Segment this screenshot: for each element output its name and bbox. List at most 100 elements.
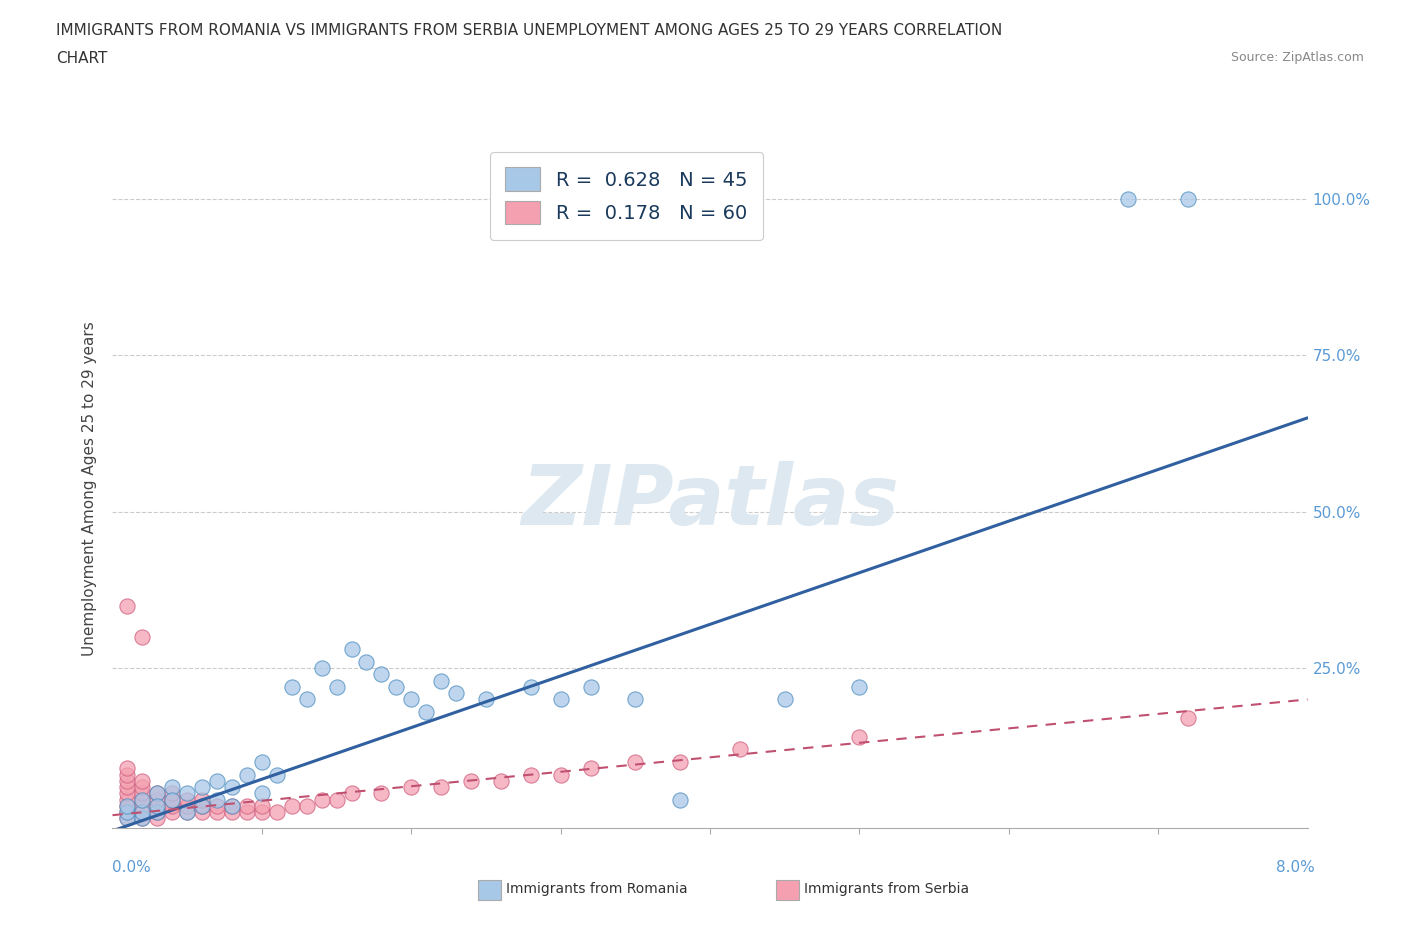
Point: [162, 798, 183, 813]
Point: [191, 792, 214, 807]
Point: [281, 680, 304, 695]
Point: [430, 673, 453, 688]
Text: Immigrants from Romania: Immigrants from Romania: [506, 882, 688, 897]
Point: [176, 804, 198, 819]
Point: [117, 811, 139, 826]
Point: [295, 692, 318, 707]
Point: [728, 742, 751, 757]
Point: [444, 685, 467, 700]
Point: [117, 767, 139, 782]
Point: [146, 786, 169, 801]
Point: [117, 792, 139, 807]
Point: [131, 811, 153, 826]
Point: [281, 798, 304, 813]
Point: [325, 680, 347, 695]
Point: [146, 804, 169, 819]
Point: [131, 811, 153, 826]
Point: [430, 779, 453, 794]
Point: [311, 792, 333, 807]
Legend: R =  0.628   N = 45, R =  0.178   N = 60: R = 0.628 N = 45, R = 0.178 N = 60: [489, 152, 763, 240]
Point: [460, 774, 482, 789]
Point: [250, 786, 273, 801]
Point: [579, 761, 602, 776]
Point: [370, 786, 392, 801]
Point: [205, 804, 228, 819]
Point: [176, 798, 198, 813]
Point: [146, 798, 169, 813]
Point: [550, 767, 572, 782]
Point: [131, 804, 153, 819]
Point: [117, 598, 139, 613]
Point: [624, 692, 647, 707]
Point: [520, 680, 543, 695]
Point: [266, 804, 288, 819]
Point: [250, 798, 273, 813]
Point: [669, 792, 692, 807]
Point: [669, 754, 692, 769]
Point: [117, 804, 139, 819]
Point: [1177, 711, 1199, 725]
Point: [131, 798, 153, 813]
Point: [221, 804, 243, 819]
Point: [221, 798, 243, 813]
Point: [340, 642, 363, 657]
Point: [131, 786, 153, 801]
Point: [176, 786, 198, 801]
Point: [311, 660, 333, 675]
Point: [401, 692, 423, 707]
Point: [162, 792, 183, 807]
Point: [146, 798, 169, 813]
Point: [191, 798, 214, 813]
Point: [131, 804, 153, 819]
Text: 0.0%: 0.0%: [112, 860, 152, 875]
Point: [848, 729, 870, 744]
Point: [250, 804, 273, 819]
Point: [340, 786, 363, 801]
Point: [117, 798, 139, 813]
Point: [146, 792, 169, 807]
Point: [176, 804, 198, 819]
Point: [117, 798, 139, 813]
Point: [475, 692, 498, 707]
Text: Source: ZipAtlas.com: Source: ZipAtlas.com: [1230, 51, 1364, 64]
Point: [117, 811, 139, 826]
Text: ZIPatlas: ZIPatlas: [522, 461, 898, 542]
Point: [325, 792, 347, 807]
Point: [579, 680, 602, 695]
Point: [162, 779, 183, 794]
Point: [191, 804, 214, 819]
Point: [221, 779, 243, 794]
Point: [131, 792, 153, 807]
Point: [1116, 192, 1139, 206]
Point: [117, 804, 139, 819]
Text: CHART: CHART: [56, 51, 108, 66]
Point: [236, 798, 259, 813]
Point: [520, 767, 543, 782]
Point: [205, 798, 228, 813]
Point: [773, 692, 796, 707]
Y-axis label: Unemployment Among Ages 25 to 29 years: Unemployment Among Ages 25 to 29 years: [82, 321, 97, 656]
Point: [415, 705, 437, 720]
Point: [205, 792, 228, 807]
Point: [162, 786, 183, 801]
Point: [191, 798, 214, 813]
Point: [356, 655, 378, 670]
Point: [131, 774, 153, 789]
Point: [489, 774, 512, 789]
Point: [162, 804, 183, 819]
Point: [146, 804, 169, 819]
Point: [385, 680, 408, 695]
Point: [191, 779, 214, 794]
Point: [624, 754, 647, 769]
Point: [146, 811, 169, 826]
Point: [236, 804, 259, 819]
Point: [236, 767, 259, 782]
Point: [162, 792, 183, 807]
Point: [205, 774, 228, 789]
Point: [848, 680, 870, 695]
Point: [401, 779, 423, 794]
Point: [146, 786, 169, 801]
Point: [221, 798, 243, 813]
Point: [131, 779, 153, 794]
Point: [1177, 192, 1199, 206]
